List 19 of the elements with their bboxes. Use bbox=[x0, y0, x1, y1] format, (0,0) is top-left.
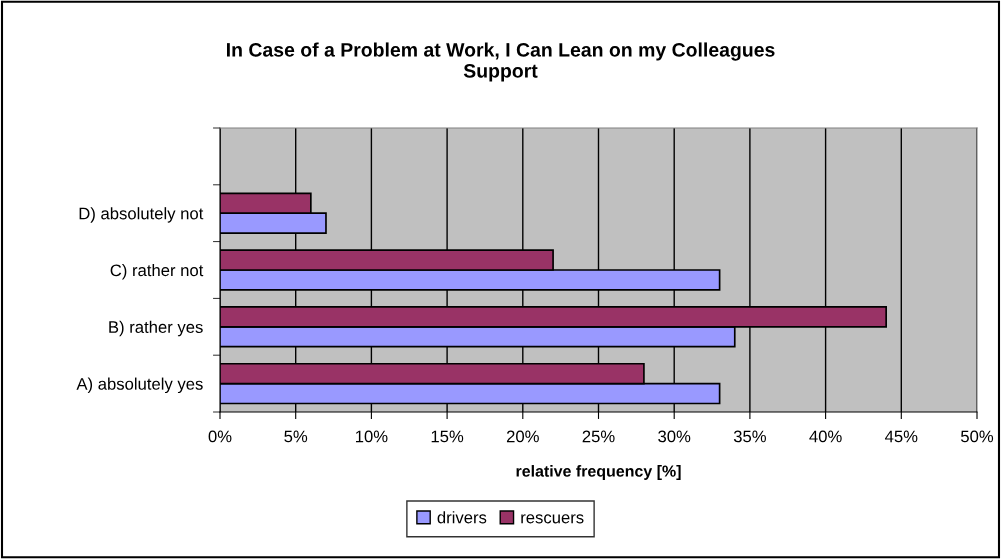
x-tick-label: 35% bbox=[733, 430, 766, 443]
y-tick-label: C) rather not bbox=[110, 263, 204, 280]
x-tick-label: 5% bbox=[284, 430, 308, 443]
x-tick-label: 45% bbox=[885, 430, 918, 443]
chart-title: In Case of a Problem at Work, I Can Lean on my Colleagues Support bbox=[227, 42, 775, 82]
x-tick-label: 30% bbox=[658, 430, 691, 443]
y-tick-label: A) absolutely yes bbox=[76, 377, 203, 394]
x-tick-label: 0% bbox=[208, 430, 232, 443]
y-tick-label: B) rather yes bbox=[109, 320, 203, 337]
x-tick-label: 50% bbox=[960, 430, 994, 443]
x-tick-label: 15% bbox=[431, 430, 464, 443]
x-tick-label: 20% bbox=[506, 430, 539, 443]
x-tick-label: 40% bbox=[809, 430, 842, 443]
x-tick-label: 10% bbox=[355, 430, 388, 443]
x-tick-label: 25% bbox=[582, 430, 615, 443]
legend-label: rescuers bbox=[521, 514, 584, 524]
legend-label: drivers bbox=[437, 511, 487, 524]
x-axis-title: relative frequency [%] bbox=[516, 465, 681, 480]
y-tick-label: D) absolutely not bbox=[79, 207, 204, 223]
